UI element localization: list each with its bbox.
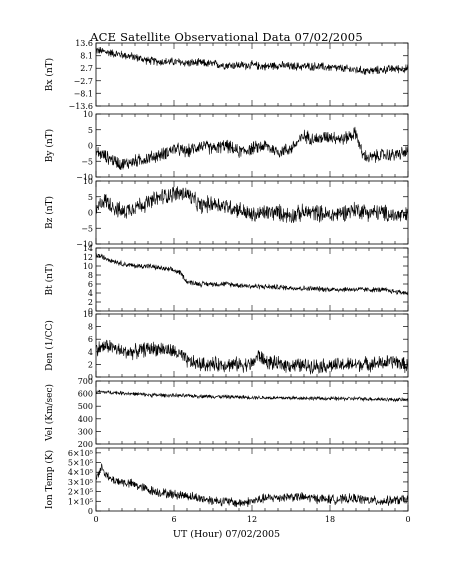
y-tick-label-vel: 700 [78,377,93,386]
y-axis-label-vel: Vel (Km/sec) [44,384,55,442]
y-tick-label-ion-temp: 4×10⁵ [68,468,93,477]
y-tick-label-ion-temp: 5×10⁵ [68,459,93,468]
series-line-den [95,339,409,375]
y-tick-label-by: −10 [76,173,93,182]
y-tick-label-bz: 10 [83,177,93,186]
y-tick-label-bx: −2.7 [74,77,93,86]
series-line-vel [95,389,409,403]
y-tick-label-vel: 400 [78,415,93,424]
y-tick-label-bz: −5 [81,224,93,233]
y-tick-label-vel: 300 [78,427,93,436]
y-tick-label-bt: 10 [83,262,93,271]
y-tick-label-bt: 4 [88,289,93,298]
y-tick-label-by: 5 [88,126,93,135]
y-tick-label-den: 2 [88,360,93,369]
y-tick-label-by: 0 [88,142,93,151]
panel-frame-bx [95,42,409,107]
y-tick-label-bx: −8.1 [74,89,93,98]
y-tick-label-den: 4 [88,348,93,357]
y-tick-label-bx: 13.6 [75,39,93,48]
y-tick-label-vel: 500 [78,402,93,411]
x-tick-label: 12 [247,515,257,524]
y-axis-label-bz: Bz (nT) [44,196,55,229]
y-tick-label-vel: 200 [78,440,93,449]
y-tick-label-bz: −10 [76,240,93,249]
series-line-bz [95,186,409,223]
y-tick-label-by: −5 [81,157,93,166]
y-tick-label-den: 8 [88,323,93,332]
series-line-bx [95,47,409,76]
y-tick-label-bx: 2.7 [80,64,93,73]
x-tick-label: 6 [171,515,176,524]
y-tick-label-ion-temp: 3×10⁵ [68,478,93,487]
y-tick-label-bz: 0 [88,209,93,218]
y-axis-label-bt: Bt (nT) [44,264,55,296]
y-axis-label-den: Den (1/CC) [44,320,55,371]
y-tick-label-bt: 0 [88,307,93,316]
y-tick-label-den: 6 [88,335,93,344]
y-tick-label-bt: 14 [83,244,93,253]
y-axis-label-ion-temp: Ion Temp (K) [44,450,55,509]
y-tick-label-bt: 8 [88,271,93,280]
x-tick-label: 0 [93,515,98,524]
y-axis-label-by: By (nT) [44,129,55,162]
y-tick-label-bz: 5 [88,193,93,202]
y-tick-label-by: 10 [83,110,93,119]
y-tick-label-bt: 12 [83,253,93,262]
x-tick-label: 0 [405,515,410,524]
y-tick-label-ion-temp: 1×10⁵ [68,497,93,506]
panel-frame-bt [95,247,409,312]
panel-frame-den [95,313,409,378]
y-tick-label-den: 0 [88,373,93,382]
y-axis-label-bx: Bx (nT) [44,58,55,91]
x-axis-label: UT (Hour) 07/02/2005 [172,529,281,540]
y-tick-label-bx: −13.6 [68,102,93,111]
y-tick-label-bt: 2 [88,298,93,307]
y-tick-label-ion-temp: 6×10⁵ [68,449,93,458]
y-tick-label-vel: 600 [78,390,93,399]
series-line-by [95,126,409,170]
y-tick-label-bx: 8.1 [80,52,93,61]
y-tick-label-ion-temp: 2×10⁵ [68,488,93,497]
series-line-ion-temp [95,463,409,508]
y-tick-label-den: 10 [83,310,93,319]
y-tick-label-bt: 6 [88,280,93,289]
chart-title: ACE Satellite Observational Data 07/02/2… [90,30,363,44]
y-tick-label-ion-temp: 0 [88,507,93,516]
panel-frame-vel [95,380,409,445]
series-line-bt [95,252,409,296]
x-tick-label: 18 [325,515,335,524]
